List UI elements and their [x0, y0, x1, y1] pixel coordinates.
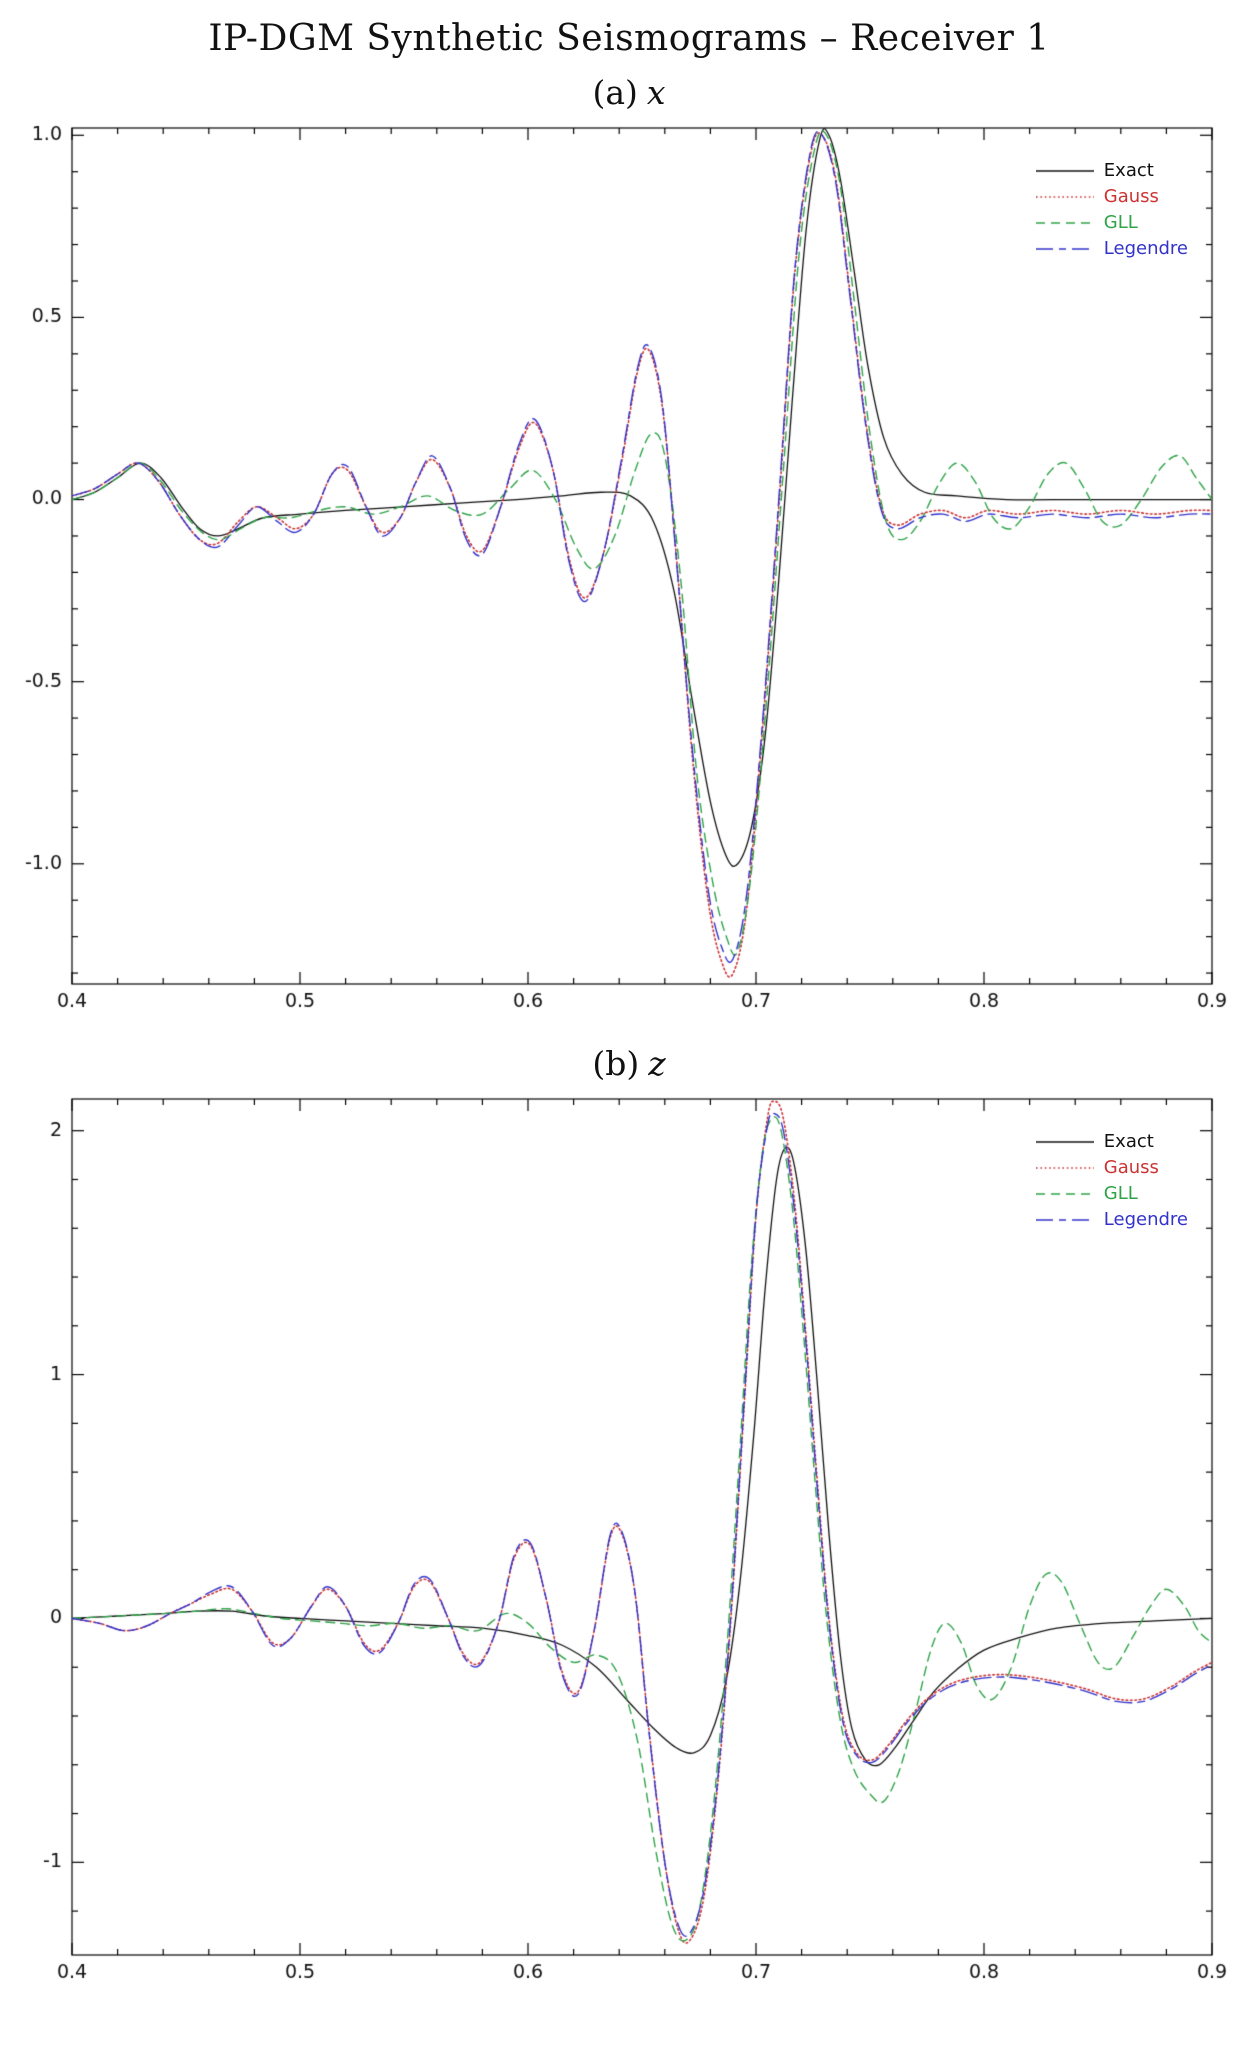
legend-item-gll: GLL [1035, 1183, 1188, 1204]
seismogram-plot-z [0, 1091, 1258, 2001]
gauss-line-sample-icon [1035, 1162, 1094, 1173]
legend-b: Exact Gauss GLL Legendre [1035, 1131, 1188, 1230]
legend-item-legendre: Legendre [1035, 1209, 1188, 1230]
chart-b-title-prefix: (b) [592, 1044, 640, 1083]
gll-line-sample-icon [1035, 1188, 1094, 1199]
legend-label-exact: Exact [1103, 1131, 1154, 1152]
chart-b-title: (b) z [0, 1044, 1258, 1083]
legend-label-gll: GLL [1103, 212, 1138, 233]
chart-b-title-variable: z [648, 1044, 666, 1083]
legend-label-legendre: Legendre [1103, 1209, 1188, 1230]
figure: IP-DGM Synthetic Seismograms – Receiver … [0, 18, 1258, 2001]
chart-a-title-prefix: (a) [592, 73, 638, 112]
legend-item-exact: Exact [1035, 160, 1188, 181]
legend-item-exact: Exact [1035, 1131, 1188, 1152]
legend-a: Exact Gauss GLL Legendre [1035, 160, 1188, 259]
chart-a-title-variable: x [646, 73, 666, 112]
gauss-line-sample-icon [1035, 191, 1094, 202]
legend-item-gauss: Gauss [1035, 186, 1188, 207]
legend-label-gauss: Gauss [1103, 186, 1159, 207]
seismogram-plot-x [0, 120, 1258, 1030]
legend-label-exact: Exact [1103, 160, 1154, 181]
exact-line-sample-icon [1035, 1136, 1094, 1147]
exact-line-sample-icon [1035, 165, 1094, 176]
gll-line-sample-icon [1035, 217, 1094, 228]
legend-label-legendre: Legendre [1103, 238, 1188, 259]
chart-b-wrap: Exact Gauss GLL Legendre [0, 1091, 1258, 2001]
legend-item-gll: GLL [1035, 212, 1188, 233]
chart-a-title: (a) x [0, 73, 1258, 112]
legendre-line-sample-icon [1035, 243, 1094, 254]
legendre-line-sample-icon [1035, 1214, 1094, 1225]
figure-title: IP-DGM Synthetic Seismograms – Receiver … [208, 18, 1050, 59]
chart-a-wrap: Exact Gauss GLL Legendre [0, 120, 1258, 1030]
legend-item-gauss: Gauss [1035, 1157, 1188, 1178]
legend-item-legendre: Legendre [1035, 238, 1188, 259]
chart-b-section: (b) z Exact Gauss GLL Legendre [0, 1044, 1258, 2001]
chart-a-section: (a) x Exact Gauss GLL Legendre [0, 73, 1258, 1030]
legend-label-gauss: Gauss [1103, 1157, 1159, 1178]
legend-label-gll: GLL [1103, 1183, 1138, 1204]
